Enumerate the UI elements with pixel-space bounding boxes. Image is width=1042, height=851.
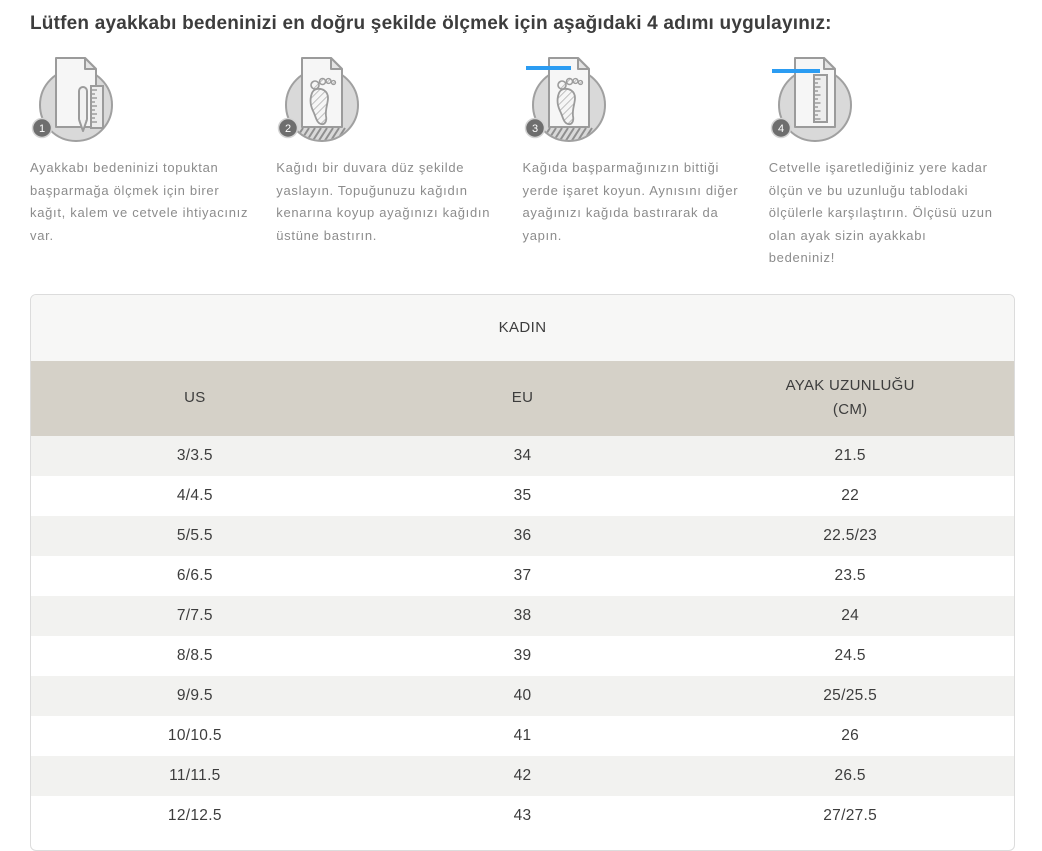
step-1-text: Ayakkabı bedeninizi topuktan başparmağa … [30, 160, 249, 243]
paper-pencil-ruler-icon: 1 [31, 57, 113, 142]
table-cell: 24.5 [834, 646, 866, 664]
step-2-text: Kağıdı bir duvara düz şekilde yaslayın. … [276, 160, 491, 243]
table-cell: 35 [513, 486, 532, 504]
table-cell: 4/4.5 [176, 486, 213, 504]
table-cell: 40 [513, 686, 532, 704]
table-cell: 26.5 [834, 766, 866, 784]
table-cell: 41 [513, 726, 532, 744]
table-cell: 24 [841, 606, 860, 624]
table-row: 10/10.5 41 26 [31, 716, 1014, 756]
column-header-us: US [184, 389, 206, 406]
table-cell: 39 [513, 646, 532, 664]
page-title: Lütfen ayakkabı bedeninizi en doğru şeki… [30, 13, 832, 34]
measure-steps: 1 Ayakkabı bedeninizi topuktan başparmağ… [30, 55, 1015, 270]
table-cell: 10/10.5 [167, 726, 222, 744]
size-table-group-header: KADIN [31, 294, 1014, 361]
table-cell: 21.5 [834, 446, 866, 464]
step-1: 1 Ayakkabı bedeninizi topuktan başparmağ… [30, 55, 276, 270]
table-cell: 26 [841, 726, 860, 744]
column-header-foot-length: AYAK UZUNLUĞU (CM) [785, 377, 915, 418]
table-cell: 5/5.5 [176, 526, 213, 544]
step-1-number: 1 [39, 123, 45, 135]
table-cell: 22 [841, 486, 860, 504]
column-header-eu: EU [511, 389, 534, 406]
size-table: KADIN US EU AYAK UZUNLUĞU (CM) 3/3.5 34 21… [30, 293, 1015, 851]
table-cell: 23.5 [834, 566, 866, 584]
table-cell: 8/8.5 [176, 646, 213, 664]
table-cell: 37 [513, 566, 532, 584]
table-row: 8/8.5 39 24.5 [31, 636, 1014, 676]
table-cell: 6/6.5 [176, 566, 213, 584]
step-3-text: Kağıda başparmağınızın bittiği yerde işa… [522, 160, 739, 243]
table-cell: 7/7.5 [176, 606, 213, 624]
table-cell: 27/27.5 [823, 806, 878, 824]
table-row: 12/12.5 43 27/27.5 [31, 796, 1014, 836]
table-cell: 12/12.5 [167, 806, 222, 824]
table-cell: 22.5/23 [823, 526, 878, 544]
table-cell: 3/3.5 [176, 446, 213, 464]
table-cell: 36 [513, 526, 532, 544]
table-cell: 11/11.5 [169, 766, 221, 784]
table-row: 11/11.5 42 26.5 [31, 755, 1014, 796]
paper-footprint-icon: 2 [278, 57, 360, 142]
table-cell: 42 [513, 766, 532, 784]
table-row: 7/7.5 38 24 [31, 595, 1014, 636]
paper-ruler-measure-icon: 4 [770, 57, 852, 142]
step-4: 4 Cetvelle işaretlediğiniz yere kadar öl… [769, 55, 1015, 270]
table-cell: 34 [513, 446, 532, 464]
step-3-number: 3 [531, 123, 537, 135]
table-cell: 38 [513, 606, 532, 624]
paper-footprint-mark-icon: 3 [524, 57, 606, 142]
step-3: 3 Kağıda başparmağınızın bittiği yerde i… [523, 55, 769, 270]
step-4-text: Cetvelle işaretlediğiniz yere kadar ölçü… [768, 160, 993, 265]
table-cell: 9/9.5 [176, 686, 213, 704]
step-2-number: 2 [285, 123, 291, 135]
table-row: 5/5.5 36 22.5/23 [31, 515, 1014, 556]
table-row: 3/3.5 34 21.5 [31, 435, 1014, 476]
table-row: 6/6.5 37 23.5 [31, 556, 1014, 596]
step-2: 2 Kağıdı bir duvara düz şekilde yaslayın… [276, 55, 522, 270]
table-row: 4/4.5 35 22 [31, 476, 1014, 516]
group-header-label: KADIN [498, 319, 547, 336]
size-table-body: 3/3.5 34 21.5 4/4.5 35 22 5/5.5 36 22.5/23 6/6.5 3… [31, 435, 1014, 836]
size-table-column-headers: US EU AYAK UZUNLUĞU (CM) [31, 360, 1014, 436]
step-4-number: 4 [778, 123, 784, 135]
table-cell: 25/25.5 [823, 686, 878, 704]
table-cell: 43 [513, 806, 532, 824]
table-row: 9/9.5 40 25/25.5 [31, 675, 1014, 716]
